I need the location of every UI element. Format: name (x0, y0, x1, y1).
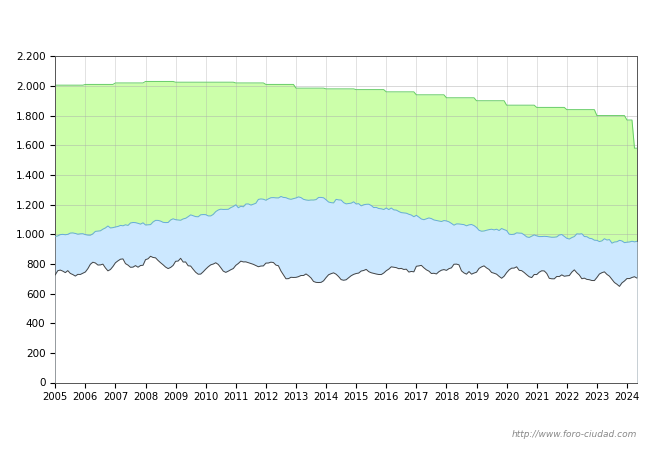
Text: Torrejoncillo - Evolucion de la poblacion en edad de Trabajar Mayo de 2024: Torrejoncillo - Evolucion de la poblacio… (85, 17, 565, 30)
Text: http://www.foro-ciudad.com: http://www.foro-ciudad.com (512, 430, 637, 439)
